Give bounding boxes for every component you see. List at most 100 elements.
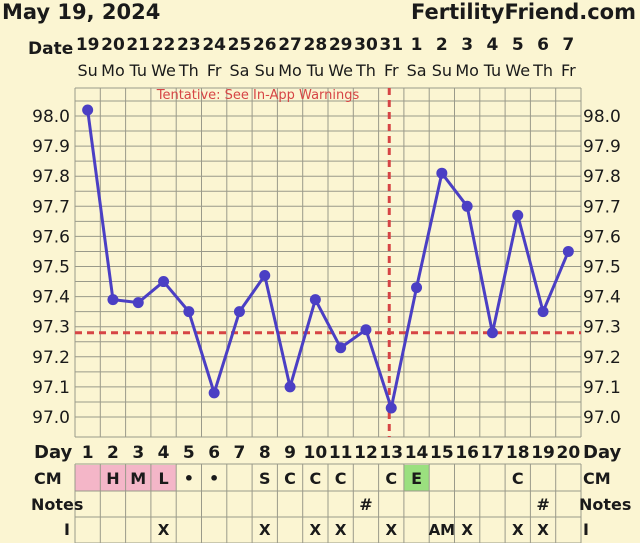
day-number: 3 [132,443,144,463]
temperature-point [335,342,347,354]
intercourse-value: X [335,521,347,539]
temperature-point [158,276,170,288]
date-tick-label: 27 [278,35,302,55]
chart-start-date: May 19, 2024 [2,0,161,24]
weekday-tick-label: Mo [455,61,479,80]
date-tick-label: 19 [76,35,100,55]
temperature-point [132,297,144,309]
day-number: 7 [234,443,246,463]
temperature-point [512,209,524,221]
date-tick-label: 22 [152,35,176,55]
date-tick-label: 3 [461,35,473,55]
cm-value: E [411,469,422,488]
y-tick-label-right: 97.1 [583,378,621,398]
date-tick-label: 21 [126,35,150,55]
weekday-tick-label: Su [255,61,275,80]
temperature-point [436,167,448,179]
y-tick-label-left: 97.8 [32,167,70,187]
weekday-tick-label: Tu [483,61,501,80]
day-number: 15 [430,443,454,463]
day-number: 20 [557,443,581,463]
date-tick-label: 30 [354,35,378,55]
temperature-point [537,306,549,318]
intercourse-value: X [310,521,322,539]
date-tick-label: 1 [411,35,423,55]
y-tick-label-right: 97.8 [583,167,621,187]
cm-value: L [158,469,168,488]
date-tick-label: 26 [253,35,277,55]
cm-highlight-cell [75,465,101,491]
cm-value: C [385,469,397,488]
weekday-tick-label: Th [178,61,199,80]
cm-value: H [106,469,119,488]
date-tick-label: 24 [202,35,226,55]
intercourse-value: X [512,521,524,539]
weekday-tick-label: Tu [129,61,147,80]
cm-highlight-cell [125,465,151,491]
date-tick-label: 2 [436,35,448,55]
cm-row-label: CM [34,469,62,488]
notes-value: # [359,495,372,514]
day-number: 8 [259,443,271,463]
temperature-point [259,270,271,282]
date-tick-label: 23 [177,35,201,55]
y-tick-label-right: 97.6 [583,227,621,247]
cm-value: C [284,469,296,488]
intercourse-value: X [385,521,397,539]
date-tick-label: 7 [562,35,574,55]
temperature-point [233,306,245,318]
day-number: 12 [354,443,378,463]
day-number: 13 [379,443,403,463]
y-tick-label-right: 97.7 [583,197,621,217]
cm-highlight-cell [150,465,177,491]
notes-row-label: Notes [31,495,83,514]
y-tick-label-left: 97.4 [32,288,70,308]
temperature-point [385,402,397,414]
y-tick-label-left: 97.2 [32,348,70,368]
intercourse-row-label: I [64,520,70,539]
day-number: 10 [304,443,328,463]
day-number: 11 [329,443,353,463]
intercourse-value: X [537,521,549,539]
intercourse-value: X [259,521,271,539]
y-tick-label-right: 97.2 [583,348,621,368]
temperature-point [82,104,94,116]
date-tick-label: 20 [101,35,125,55]
date-tick-label: 6 [537,35,549,55]
cm-value: • [184,469,194,488]
cm-value: M [130,469,146,488]
date-tick-label: 29 [329,35,353,55]
day-number: 1 [82,443,94,463]
y-tick-label-left: 97.0 [32,408,70,428]
intercourse-value: X [461,521,473,539]
temperature-point [562,245,574,257]
day-number: 5 [183,443,195,463]
temperature-point [309,294,321,306]
weekday-tick-label: We [151,61,176,80]
temperature-point [284,381,296,393]
intercourse-value: AM [429,521,456,539]
date-tick-label: 5 [512,35,524,55]
weekday-tick-label: We [328,61,353,80]
weekday-tick-label: Tu [306,61,324,80]
day-number: 2 [107,443,119,463]
date-row-label: Date [28,39,73,59]
temperature-point [461,200,473,212]
day-number: 6 [208,443,220,463]
weekday-tick-label: Sa [407,61,427,80]
temperature-point [208,387,220,399]
date-tick-label: 31 [379,35,403,55]
weekday-tick-label: Th [355,61,376,80]
y-tick-label-left: 98.0 [32,107,70,127]
cm-value: C [309,469,321,488]
temperature-point [486,327,498,339]
cm-highlight-cell [100,465,126,491]
weekday-tick-label: Su [78,61,98,80]
day-number: 17 [481,443,505,463]
temperature-point [183,306,195,318]
date-tick-label: 28 [304,35,328,55]
weekday-tick-label: We [505,61,530,80]
y-tick-label-left: 97.5 [32,258,70,278]
y-tick-label-left: 97.1 [32,378,70,398]
